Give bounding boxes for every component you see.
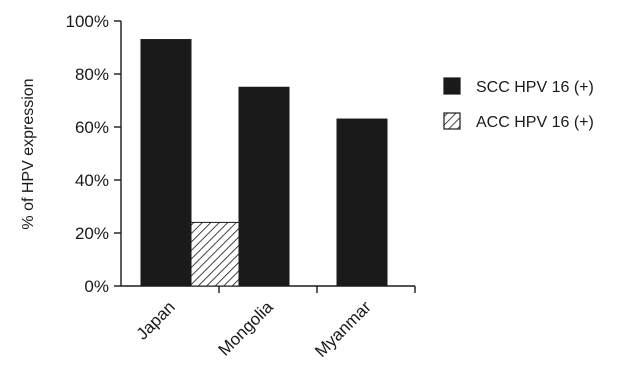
plot-area: 0% 20% 40% 60% 80% 100% Japan Mongolia Myanmar <box>66 12 416 361</box>
bar-hatched-japan <box>190 221 242 287</box>
y-axis-title: % of HPV expression <box>20 78 37 229</box>
x-category-label: Japan <box>133 297 179 343</box>
y-tick-label: 60% <box>75 118 109 137</box>
legend-swatch-hatched <box>443 112 461 130</box>
bar-solid-myanmar <box>336 118 388 287</box>
y-tick-label: 40% <box>75 171 109 190</box>
y-tick-label: 100% <box>66 12 109 31</box>
legend: SCC HPV 16 (+) ACC HPV 16 (+) <box>443 77 594 131</box>
legend-label: ACC HPV 16 (+) <box>476 114 594 131</box>
bar-solid-mongolia <box>238 86 290 287</box>
x-category-label: Myanmar <box>311 297 375 361</box>
y-tick-label: 0% <box>84 277 109 296</box>
bar-solid-japan <box>140 39 192 287</box>
legend-label: SCC HPV 16 (+) <box>476 79 594 96</box>
y-tick-label: 80% <box>75 65 109 84</box>
y-tick-label: 20% <box>75 224 109 243</box>
x-category-label: Mongolia <box>215 297 278 360</box>
legend-swatch-solid <box>443 77 461 95</box>
